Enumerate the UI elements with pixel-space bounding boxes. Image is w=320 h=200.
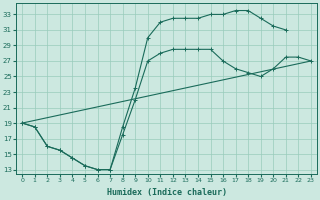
X-axis label: Humidex (Indice chaleur): Humidex (Indice chaleur) — [107, 188, 227, 197]
